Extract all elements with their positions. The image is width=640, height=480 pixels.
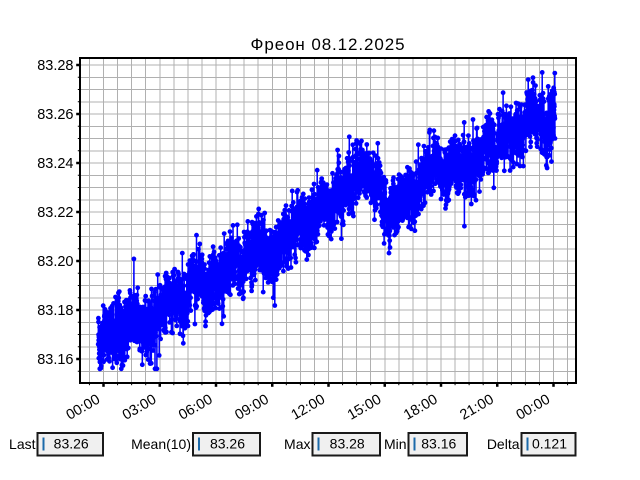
svg-text:Фреон 08.12.2025: Фреон 08.12.2025: [251, 35, 406, 54]
svg-text:Mean(10): Mean(10): [131, 436, 191, 452]
svg-text:83.26: 83.26: [54, 436, 89, 452]
svg-text:83.26: 83.26: [37, 107, 73, 123]
svg-text:0.121: 0.121: [532, 436, 567, 452]
svg-text:Last: Last: [9, 436, 36, 452]
svg-text:83.20: 83.20: [37, 254, 73, 270]
svg-text:83.28: 83.28: [37, 58, 73, 74]
svg-text:83.28: 83.28: [330, 436, 365, 452]
svg-text:Min: Min: [384, 436, 407, 452]
svg-text:83.24: 83.24: [37, 156, 73, 172]
svg-text:83.18: 83.18: [37, 303, 73, 319]
svg-text:Delta: Delta: [487, 436, 520, 452]
svg-text:Max: Max: [284, 436, 310, 452]
svg-text:83.26: 83.26: [210, 436, 245, 452]
svg-text:83.16: 83.16: [421, 436, 456, 452]
svg-text:83.16: 83.16: [37, 352, 73, 368]
svg-text:83.22: 83.22: [37, 205, 73, 221]
